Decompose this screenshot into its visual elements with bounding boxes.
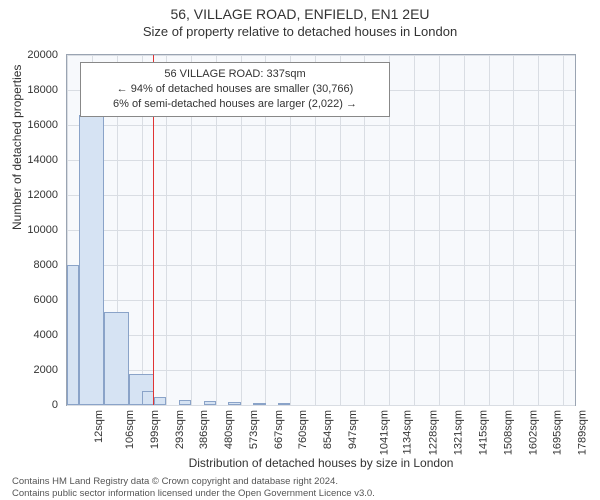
- x-tick-label: 1415sqm: [477, 410, 489, 455]
- infobox-line-3: 6% of semi-detached houses are larger (2…: [89, 97, 381, 112]
- y-tick-label: 8000: [34, 259, 58, 271]
- gridline-v: [414, 55, 415, 405]
- y-tick-label: 4000: [34, 329, 58, 341]
- gridline-h: [67, 195, 575, 196]
- y-tick-label: 0: [52, 399, 58, 411]
- x-tick-label: 199sqm: [149, 410, 161, 449]
- gridline-v: [439, 55, 440, 405]
- x-tick-label: 480sqm: [223, 410, 235, 449]
- histogram-bar: [228, 402, 240, 405]
- x-tick-label: 12sqm: [93, 410, 105, 443]
- y-tick-label: 18000: [27, 84, 58, 96]
- histogram-bar: [253, 403, 265, 405]
- histogram-bar: [67, 265, 79, 405]
- plot-wrap: 56 VILLAGE ROAD: 337sqm ← 94% of detache…: [66, 54, 576, 406]
- gridline-h: [67, 265, 575, 266]
- histogram-bar: [278, 403, 290, 405]
- histogram-bar: [204, 401, 216, 405]
- y-tick-label: 14000: [27, 154, 58, 166]
- histogram-bar: [154, 397, 166, 405]
- histogram-bar: [142, 391, 154, 405]
- footnote-line-2: Contains public sector information licen…: [12, 488, 375, 499]
- histogram-bar: [104, 312, 129, 405]
- x-tick-label: 854sqm: [322, 410, 334, 449]
- x-axis-label: Distribution of detached houses by size …: [66, 456, 576, 470]
- x-tick-label: 1508sqm: [502, 410, 514, 455]
- x-tick-label: 1134sqm: [402, 410, 414, 454]
- infobox-line-1: 56 VILLAGE ROAD: 337sqm: [89, 67, 381, 82]
- x-tick-label: 667sqm: [273, 410, 285, 449]
- y-tick-label: 12000: [27, 189, 58, 201]
- chart-subtitle: Size of property relative to detached ho…: [0, 24, 600, 39]
- x-tick-label: 293sqm: [174, 410, 186, 449]
- x-tick-label: 760sqm: [297, 410, 309, 449]
- x-tick-label: 1789sqm: [576, 410, 588, 455]
- gridline-h: [67, 370, 575, 371]
- chart-title: 56, VILLAGE ROAD, ENFIELD, EN1 2EU: [0, 6, 600, 22]
- x-tick-label: 1602sqm: [527, 410, 539, 455]
- y-tick-label: 16000: [27, 119, 58, 131]
- gridline-h: [67, 300, 575, 301]
- gridline-h: [67, 55, 575, 56]
- chart-footnote: Contains HM Land Registry data © Crown c…: [12, 476, 588, 500]
- x-tick-label: 1695sqm: [551, 410, 563, 455]
- gridline-v: [513, 55, 514, 405]
- gridline-v: [563, 55, 564, 405]
- gridline-h: [67, 335, 575, 336]
- histogram-bar: [79, 115, 104, 406]
- y-tick-label: 2000: [34, 364, 58, 376]
- x-tick-label: 947sqm: [347, 410, 359, 449]
- x-tick-label: 386sqm: [198, 410, 210, 449]
- chart-infobox: 56 VILLAGE ROAD: 337sqm ← 94% of detache…: [80, 62, 390, 117]
- x-tick-label: 573sqm: [248, 410, 260, 449]
- gridline-v: [464, 55, 465, 405]
- y-tick-label: 20000: [27, 49, 58, 61]
- footnote-line-1: Contains HM Land Registry data © Crown c…: [12, 476, 338, 487]
- gridline-h: [67, 125, 575, 126]
- x-tick-label: 106sqm: [124, 410, 136, 449]
- y-tick-container: 0200040006000800010000120001400016000180…: [0, 54, 62, 406]
- x-tick-label: 1041sqm: [378, 410, 390, 455]
- gridline-v: [489, 55, 490, 405]
- y-tick-label: 6000: [34, 294, 58, 306]
- gridline-h: [67, 230, 575, 231]
- x-tick-label: 1321sqm: [452, 410, 464, 455]
- chart-container: { "title": "56, VILLAGE ROAD, ENFIELD, E…: [0, 6, 600, 500]
- gridline-v: [538, 55, 539, 405]
- histogram-bar: [179, 400, 191, 405]
- x-tick-label: 1228sqm: [428, 410, 440, 455]
- infobox-line-2: ← 94% of detached houses are smaller (30…: [89, 82, 381, 97]
- y-tick-label: 10000: [27, 224, 58, 236]
- gridline-h: [67, 160, 575, 161]
